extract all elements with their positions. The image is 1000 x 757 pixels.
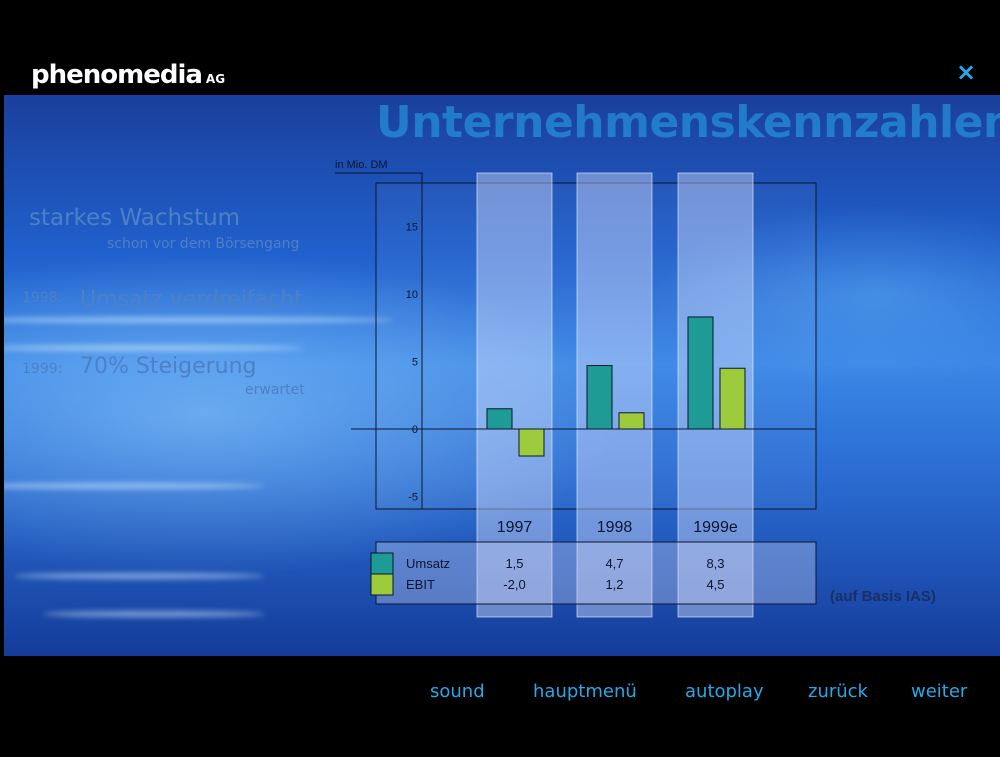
light-streak xyxy=(4,317,394,323)
bar-chart: in Mio. DM 15 10 5 0 -5 1997 1998 1999e Umsatz 1,5… xyxy=(335,159,817,618)
logo-suffix: AG xyxy=(205,72,226,86)
nav-autoplay-button[interactable]: autoplay xyxy=(685,681,764,702)
y-tick-label: 0 xyxy=(412,424,418,436)
legend-swatch-ebit xyxy=(370,573,394,596)
nav-bar: sound hauptmenü autoplay zurück weiter xyxy=(0,657,1000,757)
slide-title: Unternehmenskennzahlen xyxy=(376,97,1000,148)
logo-text: phenomedia xyxy=(31,60,203,90)
x-category-label: 1997 xyxy=(497,519,533,536)
data-label-umsatz-1998: 4,7 xyxy=(605,556,623,571)
data-label-ebit-1999e: 4,5 xyxy=(706,577,724,592)
slogan-sub: schon vor dem Börsengang xyxy=(107,236,300,252)
light-streak xyxy=(4,483,264,489)
bar-ebit-1999e xyxy=(719,367,746,430)
legend-label-umsatz: Umsatz xyxy=(406,556,450,571)
chart-footnote: (auf Basis IAS) xyxy=(830,588,936,605)
nav-zurueck-button[interactable]: zurück xyxy=(808,681,868,702)
data-table-box xyxy=(375,541,817,605)
slide-stage: Unternehmenskennzahlen starkes Wachstum … xyxy=(4,95,1000,656)
bar-umsatz-1997 xyxy=(486,408,513,430)
y-tick-label: 15 xyxy=(406,222,418,234)
point-text-1998: Umsatz verdreifacht xyxy=(80,287,303,312)
legend-swatch-umsatz xyxy=(370,552,394,575)
slogan: starkes Wachstum xyxy=(29,205,241,231)
x-category-label: 1998 xyxy=(597,519,633,536)
x-category-label: 1999e xyxy=(693,519,738,536)
point-text-1999: 70% Steigerung xyxy=(80,354,257,379)
nav-hauptmenue-button[interactable]: hauptmenü xyxy=(533,681,637,702)
logo: phenomedia AG xyxy=(31,60,225,90)
point-year-1998: 1998: xyxy=(22,290,63,306)
bar-umsatz-1998 xyxy=(586,365,613,430)
data-label-umsatz-1999e: 8,3 xyxy=(706,556,724,571)
point-sub-1999: erwartet xyxy=(245,382,305,398)
bar-umsatz-1999e xyxy=(687,316,714,430)
data-label-ebit-1998: 1,2 xyxy=(605,577,623,592)
y-tick-label: 5 xyxy=(412,357,418,369)
light-streak xyxy=(4,345,304,351)
point-year-1999: 1999: xyxy=(22,361,63,377)
header-bar: phenomedia AG × xyxy=(0,0,1000,95)
bar-ebit-1997 xyxy=(518,428,545,457)
legend-label-ebit: EBIT xyxy=(406,577,435,592)
light-streak xyxy=(14,573,264,579)
column-highlight-1997 xyxy=(476,172,553,618)
y-tick-label: -5 xyxy=(408,492,418,504)
close-icon[interactable]: × xyxy=(956,58,977,86)
bar-ebit-1998 xyxy=(618,412,645,430)
plot-frame xyxy=(375,182,817,510)
nav-sound-button[interactable]: sound xyxy=(430,681,485,702)
nav-weiter-button[interactable]: weiter xyxy=(911,681,968,702)
y-tick-label: 10 xyxy=(406,289,418,301)
data-label-ebit-1997: -2,0 xyxy=(503,577,525,592)
data-label-umsatz-1997: 1,5 xyxy=(505,556,523,571)
light-streak xyxy=(44,611,264,617)
y-axis-bracket xyxy=(335,172,423,509)
y-axis-label: in Mio. DM xyxy=(335,159,388,171)
